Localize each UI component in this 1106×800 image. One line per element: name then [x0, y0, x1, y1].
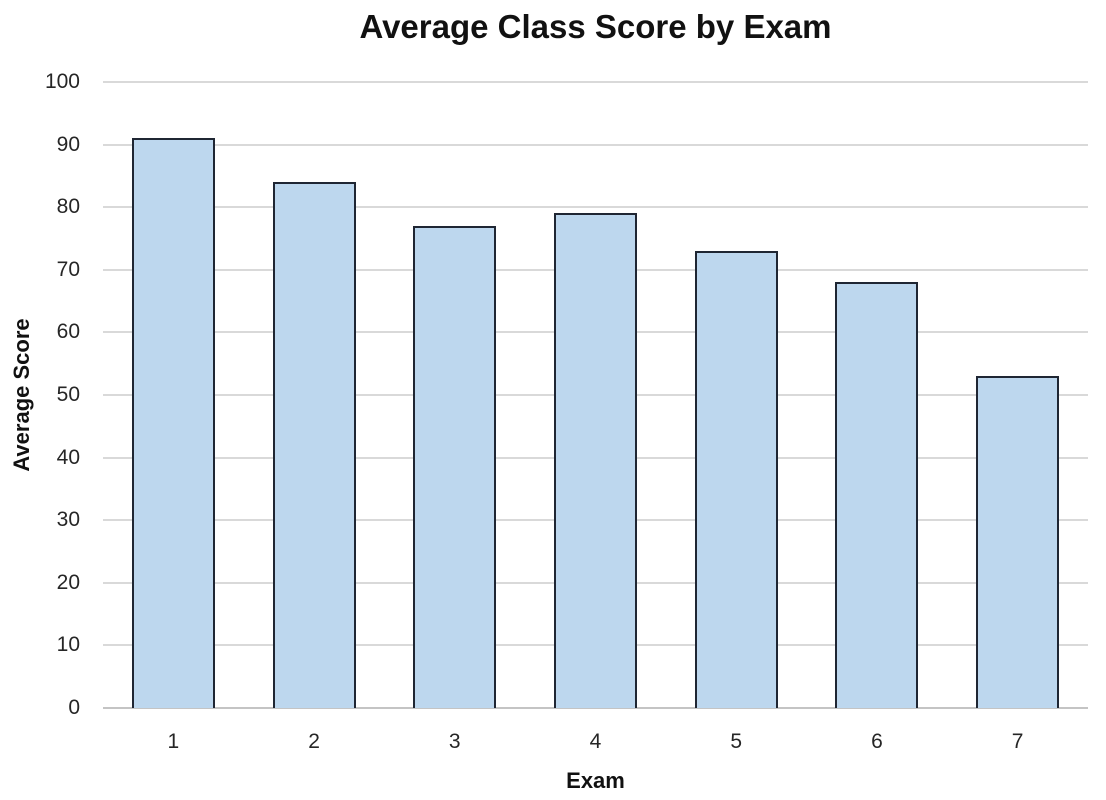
x-tick-label: 3: [448, 730, 461, 753]
bars: [103, 82, 1088, 708]
y-tick-label: 10: [56, 633, 80, 657]
y-tick-label: 50: [56, 383, 80, 406]
x-axis-line: [103, 707, 1088, 709]
chart-title: Average Class Score by Exam: [359, 8, 832, 45]
bar-exam-7: [976, 376, 1060, 708]
x-tick-label: 6: [871, 730, 883, 753]
y-tick-label: 90: [56, 132, 80, 156]
y-tick-label: 30: [56, 508, 80, 532]
x-axis-title: Exam: [566, 768, 625, 793]
y-tick-label: 100: [44, 70, 80, 93]
gridline: [103, 143, 1088, 146]
bar-exam-4: [554, 213, 637, 708]
bar-exam-2: [272, 182, 356, 708]
y-tick-label: 70: [56, 257, 80, 281]
x-tick-label: 1: [167, 730, 180, 753]
x-axis-tick-labels: 1 2 3 4 5 6 7: [103, 730, 1088, 760]
gridline: [103, 81, 1088, 83]
gridline: [103, 206, 1088, 209]
x-tick-label: 2: [308, 730, 320, 753]
x-tick-label: 7: [1011, 730, 1024, 753]
y-tick-label: 0: [68, 696, 80, 719]
y-tick-label: 60: [56, 320, 80, 344]
y-axis-tick-labels: 0 10 20 30 40 50 60 70 80 90 100: [0, 0, 80, 800]
bar-exam-5: [694, 251, 778, 708]
x-tick-label: 4: [589, 730, 602, 753]
bar-exam-6: [835, 282, 919, 708]
plot-area: [103, 81, 1088, 709]
bar-exam-1: [131, 138, 215, 708]
y-tick-label: 20: [56, 570, 80, 594]
bar-exam-3: [413, 225, 497, 708]
y-tick-label: 40: [56, 445, 80, 469]
x-tick-label: 5: [730, 730, 743, 753]
y-tick-label: 80: [56, 195, 80, 219]
